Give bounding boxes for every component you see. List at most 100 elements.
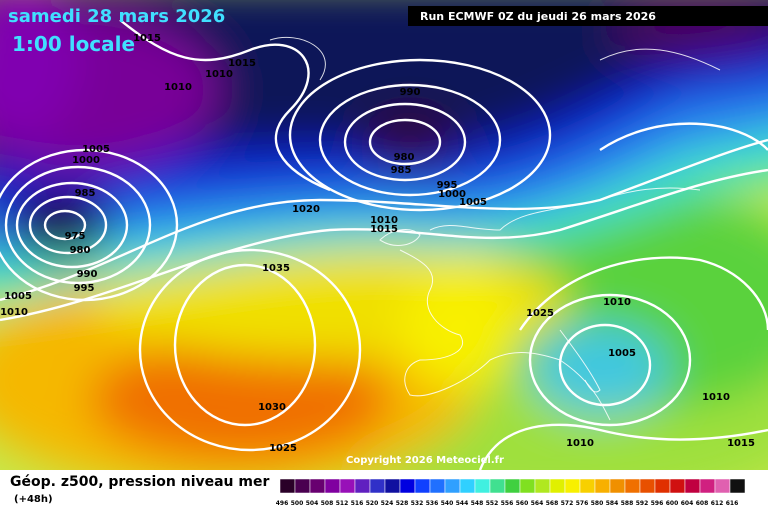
scale-label: 564 [531, 500, 544, 507]
scale-label: 548 [471, 500, 484, 507]
scale-swatch [459, 478, 476, 494]
scale-swatch [279, 478, 296, 494]
scale-label: 560 [516, 500, 529, 507]
scale-swatch [324, 478, 341, 494]
scale-label: 520 [366, 500, 379, 507]
scale-label: 516 [351, 500, 364, 507]
scale-swatch [594, 478, 611, 494]
isobar-label: 1000 [72, 155, 100, 166]
scale-label: 556 [501, 500, 514, 507]
scale-swatch [444, 478, 461, 494]
scale-swatch [714, 478, 731, 494]
scale-swatch [519, 478, 536, 494]
isobar-label: 980 [70, 245, 91, 256]
scale-swatch [369, 478, 386, 494]
scale-swatch [309, 478, 326, 494]
scale-swatch [624, 478, 641, 494]
scale-swatch [354, 478, 371, 494]
copyright: Copyright 2026 Meteociel.fr [346, 455, 504, 466]
scale-swatch [474, 478, 491, 494]
forecast-date: samedi 28 mars 2026 [8, 6, 225, 27]
scale-label: 500 [291, 500, 304, 507]
scale-swatch [399, 478, 416, 494]
scale-label: 584 [606, 500, 619, 507]
scale-swatch [429, 478, 446, 494]
scale-label: 528 [396, 500, 409, 507]
isobar-label: 995 [437, 180, 458, 191]
isobar-label: 1030 [258, 402, 286, 413]
isobar-label: 1015 [370, 224, 398, 235]
isobar-label: 1010 [164, 82, 192, 93]
scale-label: 544 [456, 500, 469, 507]
scale-label: 512 [336, 500, 349, 507]
isobar-label: 1010 [370, 215, 398, 226]
footer-lead: (+48h) [14, 494, 53, 505]
isobar-label: 990 [400, 87, 421, 98]
scale-swatch [639, 478, 656, 494]
isobar-label: 980 [394, 152, 415, 163]
scale-label: 588 [621, 500, 634, 507]
isobar-label: 1010 [702, 392, 730, 403]
run-banner [408, 6, 768, 26]
isobar-label: 985 [391, 165, 412, 176]
scale-swatch [504, 478, 521, 494]
scale-swatch [564, 478, 581, 494]
scale-label: 532 [411, 500, 424, 507]
run-info: Run ECMWF 0Z du jeudi 26 mars 2026 [420, 10, 656, 23]
scale-swatch [699, 478, 716, 494]
isobar-label: 1005 [459, 197, 487, 208]
scale-label: 540 [441, 500, 454, 507]
scale-swatch [339, 478, 356, 494]
scale-label: 616 [726, 500, 739, 507]
scale-label: 508 [321, 500, 334, 507]
isobar-label: 1005 [82, 144, 110, 155]
scale-swatch [534, 478, 551, 494]
scale-swatch [579, 478, 596, 494]
scale-swatch [654, 478, 671, 494]
scale-label: 572 [561, 500, 574, 507]
scale-label: 604 [681, 500, 694, 507]
isobar-label: 975 [65, 231, 86, 242]
scale-swatch [294, 478, 311, 494]
isobar-label: 1010 [566, 438, 594, 449]
isobar-label: 1015 [133, 33, 161, 44]
scale-label: 592 [636, 500, 649, 507]
scale-swatch [384, 478, 401, 494]
isobar-label: 1010 [603, 297, 631, 308]
isobars [0, 19, 768, 470]
isobar-label: 1025 [269, 443, 297, 454]
scale-label: 552 [486, 500, 499, 507]
color-scale: 496 500 504 508 512 516 520 524 528 532 536 540 544 5… [276, 478, 746, 507]
isobar-label: 985 [75, 188, 96, 199]
scale-label: 608 [696, 500, 709, 507]
scale-swatch [549, 478, 566, 494]
isobar-label: 990 [77, 269, 98, 280]
scale-label: 580 [591, 500, 604, 507]
scale-swatch [729, 478, 746, 494]
isobar-label: 1025 [526, 308, 554, 319]
scale-label: 524 [381, 500, 394, 507]
isobar-label: 1015 [228, 58, 256, 69]
isobar-label: 1010 [205, 69, 233, 80]
scale-label: 504 [306, 500, 319, 507]
isobar-label: 1035 [262, 263, 290, 274]
isobar-label: 1005 [608, 348, 636, 359]
isobar-label: 995 [74, 283, 95, 294]
isobar-label: 1000 [438, 189, 466, 200]
scale-swatch [414, 478, 431, 494]
scale-label: 596 [651, 500, 664, 507]
scale-swatch [489, 478, 506, 494]
isobar-label: 1005 [4, 291, 32, 302]
forecast-time: 1:00 locale [12, 32, 135, 56]
scale-label: 496 [276, 500, 289, 507]
footer-title: Géop. z500, pression niveau mer [10, 474, 269, 490]
scale-label: 612 [711, 500, 724, 507]
scale-swatch [609, 478, 626, 494]
scale-label: 576 [576, 500, 589, 507]
isobar-label: 1015 [727, 438, 755, 449]
coastlines [269, 36, 721, 421]
scale-swatch [684, 478, 701, 494]
scale-label: 600 [666, 500, 679, 507]
scale-label: 536 [426, 500, 439, 507]
